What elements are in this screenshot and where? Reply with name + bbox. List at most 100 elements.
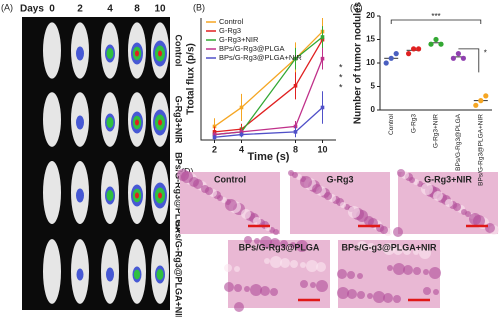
tissue-texture bbox=[316, 280, 328, 292]
axis bbox=[200, 18, 336, 141]
x-tick-label: G-Rg3+NIR bbox=[433, 114, 440, 148]
tissue-texture bbox=[217, 195, 223, 201]
data-point bbox=[388, 55, 394, 61]
tissue-texture bbox=[225, 199, 237, 211]
row-label: Control bbox=[174, 35, 184, 67]
tissue-texture bbox=[234, 284, 242, 292]
tissue-texture bbox=[270, 238, 280, 248]
tissue-texture bbox=[377, 245, 383, 251]
tissue-texture bbox=[367, 243, 375, 251]
point bbox=[239, 105, 244, 110]
tissue-texture bbox=[348, 206, 360, 218]
legend-label: BPs/G-Rg3@PLGA bbox=[219, 44, 285, 53]
data-point bbox=[383, 60, 389, 66]
panel-label: (B) bbox=[193, 2, 205, 12]
tissue-texture bbox=[433, 289, 439, 295]
tissue-texture bbox=[383, 243, 395, 255]
tissue-texture bbox=[469, 213, 481, 225]
point bbox=[212, 135, 217, 140]
row-label: G-Rg3+NIR bbox=[174, 96, 184, 144]
tissue-texture bbox=[270, 288, 278, 296]
signal-blue bbox=[106, 267, 114, 282]
image-label: BPs/G-g3@PLGA+NIR bbox=[341, 242, 437, 252]
tissue-texture bbox=[340, 202, 346, 208]
y-tick-label: 5 bbox=[371, 82, 376, 91]
days-label: Days bbox=[20, 4, 44, 15]
signal-green bbox=[106, 48, 114, 59]
tissue-texture bbox=[357, 291, 365, 299]
tissue-texture bbox=[264, 258, 270, 264]
significance: * bbox=[339, 82, 343, 92]
tissue-texture bbox=[288, 170, 294, 176]
x-axis-label: Time (s) bbox=[248, 151, 290, 163]
significance: * bbox=[339, 62, 343, 72]
y-tick-label: 10 bbox=[366, 58, 375, 67]
signal-blue bbox=[76, 115, 84, 130]
legend-label: BPs/G-Rg3@PLGA+NIR bbox=[219, 53, 302, 62]
tissue-texture bbox=[260, 286, 270, 296]
x-tick-label: 4 bbox=[239, 144, 244, 154]
x-tick-label: Control bbox=[388, 113, 395, 135]
data-point bbox=[455, 51, 461, 57]
significance: * bbox=[484, 49, 487, 58]
x-tick-label: BPs/G-Rg3@PLGA+NIR bbox=[478, 114, 485, 186]
y-tick-label: 15 bbox=[366, 35, 375, 44]
y-axis-label: Number of tumor nodules bbox=[353, 1, 364, 124]
data-point bbox=[478, 98, 484, 104]
legend-label: G-Rg3 bbox=[219, 26, 241, 35]
signal-red bbox=[135, 119, 139, 126]
tissue-texture bbox=[429, 267, 441, 279]
tissue-texture bbox=[413, 267, 421, 275]
tissue-texture bbox=[393, 263, 405, 275]
series-line bbox=[214, 106, 323, 138]
tissue-texture bbox=[324, 192, 332, 200]
tissue-texture bbox=[300, 176, 312, 188]
tissue-texture bbox=[367, 293, 373, 299]
tissue-texture bbox=[433, 191, 443, 201]
data-point bbox=[433, 36, 439, 43]
data-point bbox=[428, 41, 434, 47]
tissue-texture bbox=[347, 289, 357, 299]
signal-blue bbox=[76, 268, 84, 281]
signal-green bbox=[106, 190, 114, 201]
data-point bbox=[416, 46, 422, 52]
tissue-texture bbox=[421, 183, 433, 195]
tissue-texture bbox=[224, 264, 232, 272]
tissue-texture bbox=[290, 242, 296, 248]
signal-blue bbox=[76, 46, 84, 61]
tissue-texture bbox=[253, 217, 261, 225]
tissue-texture bbox=[310, 282, 316, 288]
tissue-texture bbox=[445, 199, 453, 207]
point bbox=[239, 132, 244, 137]
tissue-texture bbox=[224, 282, 234, 292]
y-axis-label: Ttotal flux (p/s) bbox=[186, 43, 197, 115]
tissue-texture bbox=[409, 177, 415, 183]
signal-red bbox=[158, 50, 162, 57]
significance: * bbox=[339, 72, 343, 82]
point bbox=[293, 83, 298, 88]
histology-image bbox=[228, 240, 330, 308]
significance: *** bbox=[431, 12, 440, 21]
tissue-texture bbox=[403, 247, 411, 255]
tissue-texture bbox=[296, 240, 308, 252]
tissue-texture bbox=[383, 293, 393, 303]
signal-red bbox=[158, 119, 162, 126]
y-tick-label: 20 bbox=[366, 11, 375, 20]
tissue-texture bbox=[393, 245, 403, 255]
data-point bbox=[411, 46, 417, 52]
bracket bbox=[390, 19, 482, 24]
day-label: 8 bbox=[134, 4, 140, 15]
tissue-texture bbox=[316, 262, 326, 272]
tissue-texture bbox=[177, 169, 189, 181]
tissue-texture bbox=[280, 258, 290, 268]
tissue-texture bbox=[393, 227, 403, 237]
tissue-texture bbox=[260, 236, 272, 248]
day-label: 2 bbox=[77, 4, 83, 15]
mouse bbox=[43, 161, 61, 224]
signal-green bbox=[156, 269, 164, 280]
axis bbox=[379, 16, 492, 111]
point bbox=[320, 56, 325, 61]
tissue-texture bbox=[357, 273, 363, 279]
data-point bbox=[450, 55, 456, 61]
mouse bbox=[43, 22, 61, 79]
